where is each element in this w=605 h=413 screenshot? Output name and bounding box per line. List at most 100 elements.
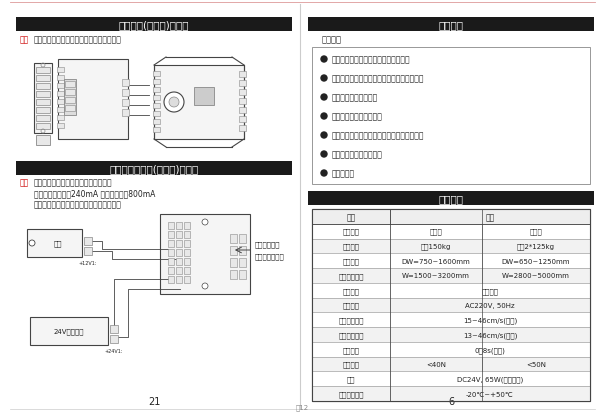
Bar <box>65 82 75 88</box>
Text: 容量两用，承载能力大。: 容量两用，承载能力大。 <box>332 150 383 159</box>
Bar <box>36 136 50 146</box>
Bar <box>57 76 64 81</box>
Bar <box>300 5 597 408</box>
Bar <box>65 98 75 104</box>
Text: 自动调整门扇运行状态，必要时可人工调整。: 自动调整门扇运行状态，必要时可人工调整。 <box>332 74 425 83</box>
Text: DW=750~1600mm: DW=750~1600mm <box>402 258 470 264</box>
Bar <box>176 240 182 247</box>
Bar <box>36 76 50 82</box>
Text: 安全光线(选配件)的连接: 安全光线(选配件)的连接 <box>119 20 189 30</box>
Text: 13~46cm/s(可调): 13~46cm/s(可调) <box>463 331 517 338</box>
Bar <box>239 99 246 105</box>
Bar <box>153 120 160 125</box>
Text: <40N: <40N <box>426 361 446 367</box>
Bar <box>312 283 590 298</box>
Text: 单开式: 单开式 <box>430 228 442 235</box>
Text: 电锁: 电锁 <box>53 240 62 247</box>
Text: +12V1:: +12V1: <box>79 260 97 266</box>
Text: 安装简便。: 安装简便。 <box>332 169 355 178</box>
Bar <box>36 92 50 98</box>
Text: 电机: 电机 <box>347 376 355 382</box>
Text: 无遥控器时，: 无遥控器时， <box>255 241 281 248</box>
Circle shape <box>202 283 208 289</box>
Circle shape <box>321 57 327 63</box>
Bar <box>312 298 590 313</box>
Circle shape <box>29 240 35 247</box>
Circle shape <box>164 93 184 113</box>
Bar <box>239 126 246 132</box>
Bar <box>312 209 590 224</box>
Text: DC24V, 65W(直流无刷): DC24V, 65W(直流无刷) <box>457 376 523 382</box>
Bar <box>239 259 246 267</box>
Bar <box>168 249 174 256</box>
Bar <box>194 88 214 106</box>
Bar <box>184 259 190 266</box>
Bar <box>168 259 174 266</box>
Bar <box>153 104 160 109</box>
Bar <box>184 223 190 230</box>
Text: 电源电压: 电源电压 <box>342 302 359 309</box>
Bar <box>153 112 160 117</box>
Bar <box>230 247 237 255</box>
Text: W=1500~3200mm: W=1500~3200mm <box>402 273 470 279</box>
Circle shape <box>321 76 327 82</box>
Text: 双开式: 双开式 <box>529 228 542 235</box>
Text: 注意: 注意 <box>20 178 29 187</box>
Circle shape <box>321 152 327 158</box>
Bar <box>8 5 296 408</box>
Circle shape <box>321 114 327 120</box>
Bar <box>36 84 50 90</box>
Bar <box>153 72 160 77</box>
Bar <box>57 84 64 89</box>
Bar <box>312 313 590 328</box>
Text: 门扇宽度: 门扇宽度 <box>342 258 359 264</box>
Bar <box>308 192 594 206</box>
Text: ：所有接线操作须在断开电源下进行。: ：所有接线操作须在断开电源下进行。 <box>34 178 113 187</box>
Bar <box>58 60 128 140</box>
Text: 图12: 图12 <box>296 404 309 410</box>
Bar <box>230 235 237 243</box>
Circle shape <box>202 219 208 225</box>
Bar <box>153 88 160 93</box>
Bar <box>312 386 590 401</box>
Bar <box>176 249 182 256</box>
Bar <box>36 116 50 122</box>
Bar <box>230 271 237 279</box>
Bar <box>308 18 594 32</box>
Bar <box>230 259 237 267</box>
Bar <box>176 276 182 283</box>
Bar <box>312 328 590 342</box>
Text: 0～8s(可调): 0～8s(可调) <box>474 346 505 353</box>
Text: 双门互锁与电子锁动能，支持多种门禁系统。: 双门互锁与电子锁动能，支持多种门禁系统。 <box>332 131 425 140</box>
Bar <box>312 268 590 283</box>
Bar <box>153 128 160 133</box>
Bar <box>184 231 190 238</box>
Bar <box>239 247 246 255</box>
Bar <box>168 223 174 230</box>
Text: 安装方式: 安装方式 <box>342 287 359 294</box>
Bar <box>122 100 129 107</box>
Circle shape <box>321 133 327 139</box>
Bar <box>64 80 76 116</box>
Bar <box>239 90 246 96</box>
Bar <box>312 357 590 372</box>
Bar <box>57 68 64 73</box>
Text: 24V后备电源: 24V后备电源 <box>54 328 84 335</box>
Bar <box>65 90 75 96</box>
Circle shape <box>321 95 327 101</box>
Text: 关门运行速度: 关门运行速度 <box>338 331 364 338</box>
Bar <box>184 240 190 247</box>
Bar <box>57 92 64 97</box>
Bar <box>122 80 129 87</box>
Bar <box>176 267 182 274</box>
Bar <box>312 239 590 254</box>
Text: 顶部安装: 顶部安装 <box>482 287 499 294</box>
Text: 开放时间: 开放时间 <box>342 346 359 353</box>
Bar <box>160 214 250 294</box>
Text: 最大2*125kg: 最大2*125kg <box>517 243 555 249</box>
Text: ：所有接线操作须在断电情况下才能进行。: ：所有接线操作须在断电情况下才能进行。 <box>34 36 122 44</box>
Text: DW=650~1250mm: DW=650~1250mm <box>502 258 571 264</box>
Bar <box>34 64 52 134</box>
Bar <box>84 237 92 245</box>
Bar <box>312 254 590 268</box>
